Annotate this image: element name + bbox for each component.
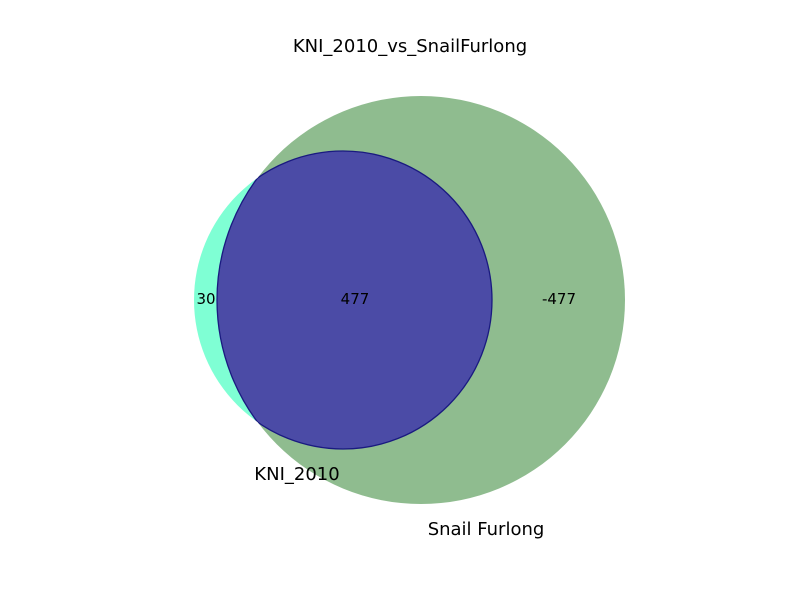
region-right-only-count: -477 [542,290,576,308]
set-label-kni-2010: KNI_2010 [254,464,339,485]
region-intersection-count: 477 [341,290,370,308]
intersection-outline-left [217,150,493,450]
region-left-only-count: 30 [196,290,215,308]
diagram-title: KNI_2010_vs_SnailFurlong [293,36,527,57]
intersection-outline-right [216,151,492,449]
intersection-region [217,151,492,449]
set-label-snail-furlong: Snail Furlong [428,519,545,540]
